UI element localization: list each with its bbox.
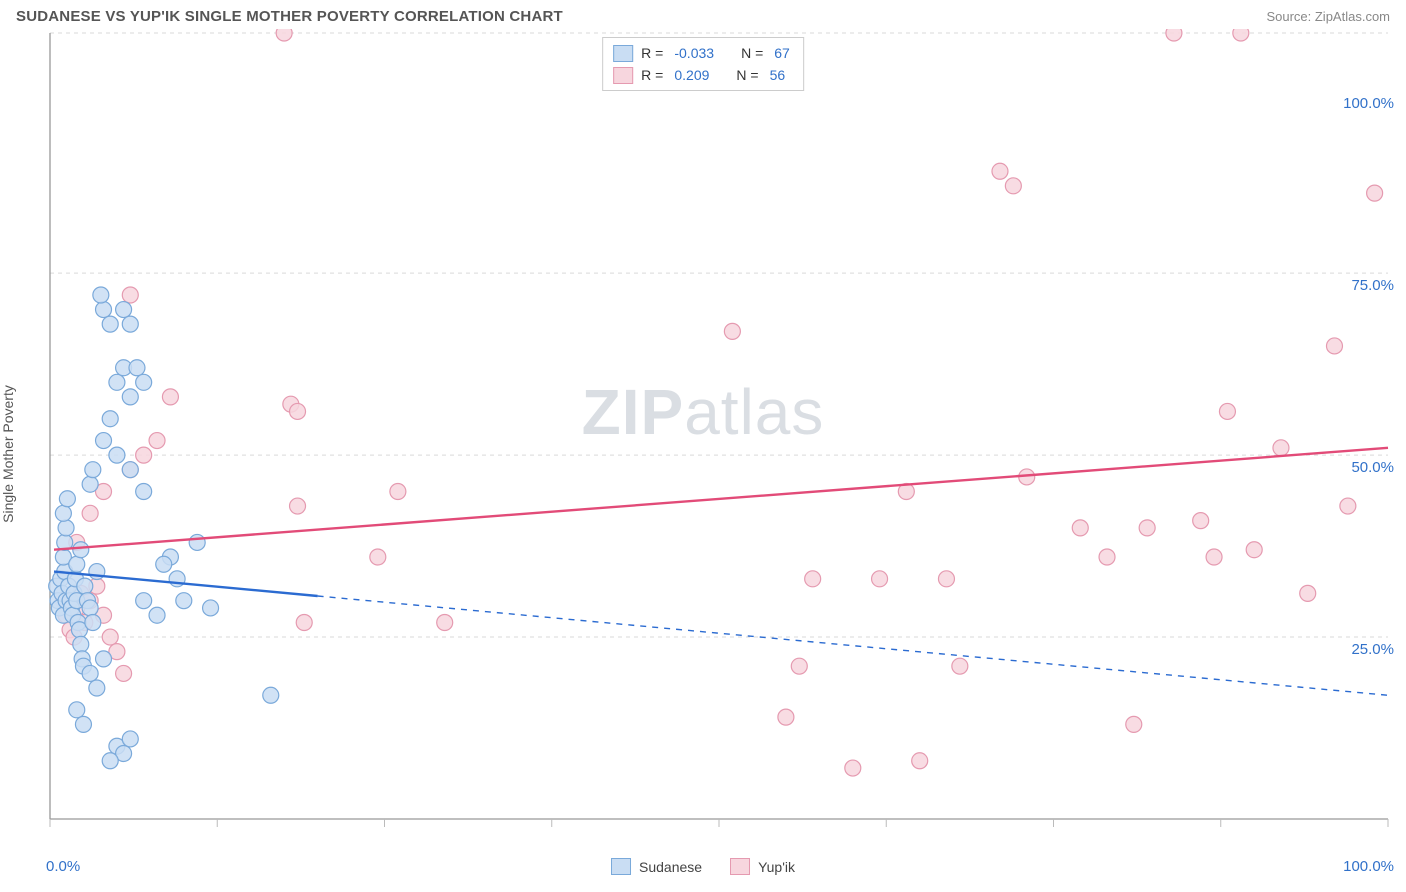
chart-header: SUDANESE VS YUP'IK SINGLE MOTHER POVERTY… xyxy=(0,0,1406,29)
y-tick-label: 75.0% xyxy=(1351,277,1394,294)
legend-stats-row: R = 0.209 N = 56 xyxy=(613,64,793,86)
legend-stats-row: R = -0.033 N = 67 xyxy=(613,42,793,64)
y-axis-label: Single Mother Poverty xyxy=(0,385,16,523)
legend-stats: R =-0.033N =67R =0.209N =56 xyxy=(602,37,804,91)
legend-series-item: Sudanese xyxy=(611,858,702,875)
x-axis-max-label: 100.0% xyxy=(1343,858,1394,875)
y-tick-label: 100.0% xyxy=(1343,95,1394,112)
legend-n-value: 56 xyxy=(767,64,789,86)
legend-r-value: -0.033 xyxy=(671,42,717,64)
chart-title: SUDANESE VS YUP'IK SINGLE MOTHER POVERTY… xyxy=(16,8,563,25)
legend-r-value: 0.209 xyxy=(671,64,712,86)
legend-n-label: N = xyxy=(736,64,758,86)
legend-r-label: R = xyxy=(641,64,663,86)
legend-r-label: R = xyxy=(641,42,663,64)
x-axis-min-label: 0.0% xyxy=(46,858,80,875)
legend-series-item: Yup'ik xyxy=(730,858,795,875)
legend-series-label: Yup'ik xyxy=(758,859,795,875)
legend-series: Sudanese Yup'ik xyxy=(611,858,795,875)
legend-swatch xyxy=(730,858,750,875)
legend-n-value: 67 xyxy=(771,42,793,64)
y-tick-label: 50.0% xyxy=(1351,459,1394,476)
legend-swatch xyxy=(611,858,631,875)
chart-source: Source: ZipAtlas.com xyxy=(1266,9,1390,24)
legend-series-label: Sudanese xyxy=(639,859,702,875)
legend-swatch xyxy=(613,45,633,62)
y-tick-label: 25.0% xyxy=(1351,641,1394,658)
scatter-plot xyxy=(0,29,1406,879)
chart-area: Single Mother Poverty ZIPatlas R =-0.033… xyxy=(0,29,1406,879)
legend-n-label: N = xyxy=(741,42,763,64)
legend-swatch xyxy=(613,67,633,84)
